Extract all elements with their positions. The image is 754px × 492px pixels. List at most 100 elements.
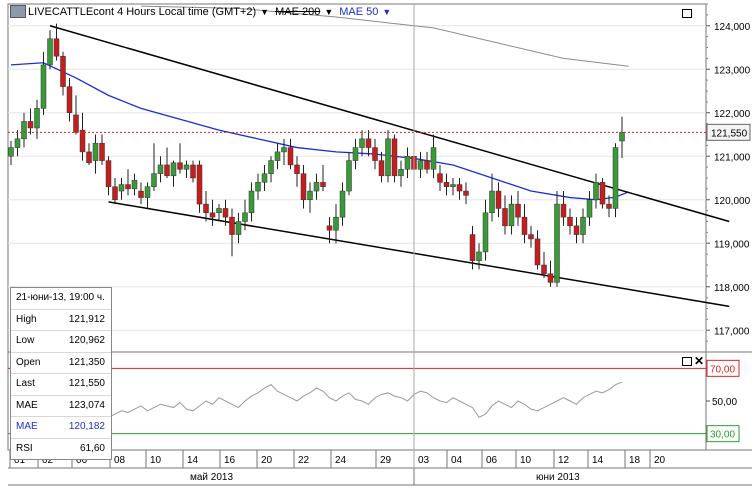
candle-body: [131, 179, 138, 190]
candle-body: [99, 142, 105, 161]
info-row-open: Open 121,350: [11, 351, 111, 374]
candle-body: [352, 147, 359, 161]
candle-body: [281, 147, 287, 153]
candle-body: [190, 164, 196, 179]
info-value-high: 121,912: [68, 313, 105, 325]
candle-body: [307, 190, 313, 201]
x-day-label: 10: [520, 455, 532, 466]
timezone-label: Local time (GMT+2): [158, 5, 257, 18]
maximize-rsi-panel-button[interactable]: [682, 357, 692, 366]
candle-body: [612, 147, 619, 209]
mae200-line: [140, 5, 629, 67]
candle-body: [248, 190, 255, 214]
plot-frame: [7, 3, 707, 451]
timezone-dropdown-icon[interactable]: ▼: [260, 6, 270, 17]
candle-body: [164, 164, 170, 177]
timeframe-label[interactable]: 4 Hours: [117, 5, 156, 18]
y-tick-label: 121,000: [714, 152, 751, 163]
y-tick-label: 123,000: [714, 65, 751, 76]
instrument-logo-icon: [10, 5, 26, 18]
candle-body: [235, 221, 242, 235]
candle-body: [300, 173, 307, 200]
candle-body: [60, 55, 66, 87]
candle-body: [73, 114, 79, 133]
info-label-mae200: MAE: [16, 399, 38, 411]
info-row-last: Last 121,550: [11, 373, 111, 395]
last-price-label: 121,550: [711, 128, 748, 139]
candle-body: [593, 182, 599, 201]
candle-body: [79, 129, 86, 153]
candle-body: [391, 138, 398, 177]
info-row-rsi: RSI 61,60: [11, 437, 111, 460]
candle-body: [385, 138, 391, 177]
candle-body: [482, 212, 489, 253]
candle-body: [437, 173, 443, 183]
info-panel: 21-юни-13, 19:00 ч. High 121,912 Low 120…: [10, 287, 112, 460]
rsi-level-label: 70,00: [710, 364, 735, 375]
candle-body: [554, 203, 560, 283]
candle-body: [469, 234, 476, 261]
candle-body: [255, 182, 261, 192]
candle-body: [567, 216, 573, 227]
x-day-label: 02: [42, 455, 54, 466]
chart-header: LIVECATTLEcont 4 Hours Local time (GMT+2…: [10, 5, 397, 18]
candle-body: [14, 138, 21, 148]
candle-body: [580, 216, 586, 235]
x-day-label: 04: [451, 455, 463, 466]
y-tick-label: 124,000: [714, 22, 751, 33]
candle-body: [27, 121, 34, 129]
candle-body: [333, 216, 339, 231]
candle-body: [242, 212, 248, 222]
candle-body: [118, 184, 125, 192]
maximize-price-panel-button[interactable]: [682, 9, 692, 18]
candle-body: [463, 190, 469, 196]
symbol-label[interactable]: LIVECATTLEcont: [28, 5, 114, 18]
x-day-label: 08: [114, 455, 126, 466]
close-rsi-panel-icon[interactable]: ✕: [694, 354, 705, 368]
candle-body: [157, 164, 164, 174]
x-month-label: май 2013: [190, 472, 233, 483]
candle-body: [365, 138, 372, 148]
candle-body: [586, 199, 593, 218]
candle-body: [138, 190, 144, 198]
candle-body: [320, 182, 326, 187]
candle-body: [547, 273, 554, 283]
lower-trend-line: [108, 201, 730, 308]
info-datetime-row: 21-юни-13, 19:00 ч.: [11, 288, 111, 309]
candle-body: [521, 216, 528, 235]
info-value-mae50: 120,182: [68, 421, 105, 432]
candle-body: [183, 164, 190, 170]
info-label-rsi: RSI: [16, 442, 33, 454]
x-day-label: 18: [629, 455, 641, 466]
candle-body: [372, 147, 378, 161]
info-row-high: High 121,912: [11, 308, 111, 331]
candle-body: [430, 147, 437, 170]
info-label-mae50: MAE: [16, 421, 38, 432]
x-day-label: 03: [418, 455, 430, 466]
candle-body: [274, 151, 281, 161]
indicator-mae200-dropdown-icon[interactable]: ▼: [324, 6, 334, 17]
indicator-mae200-label[interactable]: MAE 200: [275, 5, 321, 18]
candle-body: [47, 38, 53, 66]
x-day-label: 22: [298, 455, 310, 466]
candle-body: [209, 212, 216, 218]
x-day-label: 16: [224, 455, 236, 466]
candle-body: [534, 238, 541, 266]
x-day-label: 12: [558, 455, 570, 466]
candle-body: [443, 182, 450, 187]
candle-body: [53, 38, 60, 57]
indicator-mae50-dropdown-icon[interactable]: ▼: [382, 6, 392, 17]
candle-body: [619, 132, 625, 142]
candle-body: [599, 182, 606, 205]
candle-body: [216, 208, 222, 214]
info-label-high: High: [16, 313, 37, 325]
candle-body: [151, 173, 157, 187]
candle-body: [573, 225, 580, 235]
indicator-mae50-label[interactable]: MAE 50: [339, 5, 379, 18]
candle-body: [196, 164, 203, 205]
y-tick-label: 119,000: [714, 239, 750, 250]
candle-body: [456, 184, 463, 192]
candle-body: [177, 162, 183, 170]
x-day-label: 06: [486, 455, 498, 466]
